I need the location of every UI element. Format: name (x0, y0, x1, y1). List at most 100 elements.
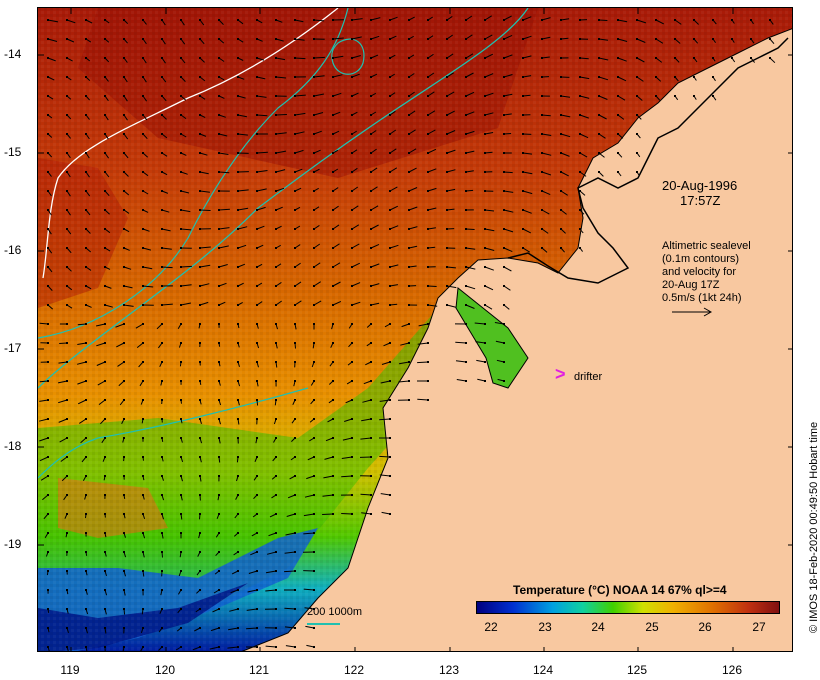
velocity-arrow-origin (275, 361, 277, 363)
velocity-arrow-origin (370, 152, 372, 154)
colorbar-tick: 22 (484, 620, 498, 634)
velocity-arrow (465, 247, 476, 250)
velocity-arrow-origin (47, 228, 49, 230)
velocity-arrow-origin (332, 342, 334, 344)
velocity-arrow-origin (123, 380, 125, 382)
velocity-arrow-origin (199, 19, 201, 21)
velocity-arrow-origin (674, 57, 676, 59)
velocity-arrow-origin (104, 190, 106, 192)
velocity-arrow (427, 129, 436, 135)
velocity-arrow-origin (123, 285, 125, 287)
velocity-arrow-origin (560, 209, 562, 211)
velocity-arrow-origin (313, 342, 315, 344)
velocity-arrow (115, 323, 125, 328)
velocity-arrow-origin (503, 247, 505, 249)
velocity-arrow (636, 38, 646, 43)
velocity-arrow-origin (389, 437, 391, 439)
velocity-arrow-origin (503, 361, 505, 363)
velocity-arrow-origin (104, 285, 106, 287)
velocity-arrow (77, 380, 87, 385)
velocity-arrow-origin (256, 532, 258, 534)
velocity-arrow-origin (332, 285, 334, 287)
velocity-arrow-origin (123, 228, 125, 230)
velocity-arrow (286, 513, 296, 517)
velocity-arrow-origin (655, 19, 657, 21)
velocity-arrow (275, 150, 287, 154)
velocity-arrow-origin (332, 190, 334, 192)
velocity-arrow-origin (123, 323, 125, 325)
velocity-arrow-origin (161, 380, 163, 382)
velocity-arrow-origin (218, 247, 220, 249)
velocity-arrow-origin (408, 152, 410, 154)
velocity-arrow-origin (66, 418, 68, 420)
velocity-arrow-origin (503, 323, 505, 325)
velocity-arrow (58, 361, 68, 364)
velocity-arrow (465, 170, 474, 173)
velocity-arrow-origin (636, 133, 638, 135)
velocity-arrow-origin (66, 380, 68, 382)
velocity-arrow-origin (180, 494, 182, 496)
velocity-arrow-origin (237, 133, 239, 135)
velocity-arrow (266, 551, 277, 555)
velocity-arrow-origin (427, 228, 429, 230)
velocity-arrow-origin (199, 285, 201, 287)
velocity-arrow-origin (332, 437, 334, 439)
velocity-arrow-origin (674, 76, 676, 78)
velocity-arrow (446, 149, 456, 154)
velocity-arrow-origin (503, 19, 505, 21)
velocity-arrow-origin (313, 399, 315, 401)
velocity-arrow-origin (199, 228, 201, 230)
velocity-arrow-origin (389, 57, 391, 59)
velocity-arrow-origin (218, 228, 220, 230)
velocity-arrow-origin (446, 57, 448, 59)
velocity-arrow (465, 111, 475, 116)
velocity-arrow-origin (142, 532, 144, 534)
velocity-arrow (465, 72, 474, 78)
velocity-arrow-origin (180, 380, 182, 382)
velocity-arrow-origin (104, 76, 106, 78)
velocity-arrow-origin (313, 494, 315, 496)
velocity-arrow (484, 15, 492, 21)
velocity-arrow-origin (389, 304, 391, 306)
velocity-arrow-origin (351, 285, 353, 287)
velocity-arrow-origin (522, 19, 524, 21)
velocity-arrow (142, 285, 154, 288)
velocity-arrow (598, 76, 609, 81)
velocity-arrow-origin (180, 361, 182, 363)
velocity-arrow (306, 644, 315, 648)
velocity-arrow-origin (199, 475, 201, 477)
velocity-arrow (294, 57, 306, 60)
velocity-arrow (142, 228, 150, 232)
velocity-arrow-origin (294, 228, 296, 230)
velocity-arrow-origin (503, 266, 505, 268)
velocity-arrow (408, 265, 417, 268)
velocity-arrow-origin (85, 209, 87, 211)
velocity-arrow-origin (180, 627, 182, 629)
velocity-arrow-origin (123, 532, 125, 534)
velocity-arrow-origin (199, 114, 201, 116)
velocity-arrow-origin (465, 190, 467, 192)
velocity-arrow-origin (199, 608, 201, 610)
velocity-arrow (503, 228, 514, 233)
altimetry-note-line: Altimetric sealevel (662, 240, 751, 252)
velocity-arrow-origin (351, 437, 353, 439)
velocity-arrow (370, 186, 378, 192)
velocity-arrow (275, 76, 287, 79)
velocity-arrow-origin (47, 646, 49, 648)
velocity-arrow (476, 359, 486, 363)
velocity-arrow-origin (85, 380, 87, 382)
velocity-arrow-origin (218, 304, 220, 306)
velocity-arrow-origin (693, 57, 695, 59)
velocity-arrow-origin (104, 361, 106, 363)
velocity-arrow (560, 133, 571, 138)
velocity-arrow-origin (617, 114, 619, 116)
velocity-arrow-origin (712, 57, 714, 59)
velocity-arrow-origin (47, 190, 49, 192)
velocity-arrow (560, 152, 570, 157)
velocity-arrow (237, 189, 249, 192)
velocity-arrow (389, 303, 398, 306)
velocity-arrow-origin (522, 114, 524, 116)
velocity-arrow (247, 589, 258, 593)
velocity-arrow (446, 285, 457, 289)
velocity-arrow-origin (465, 95, 467, 97)
